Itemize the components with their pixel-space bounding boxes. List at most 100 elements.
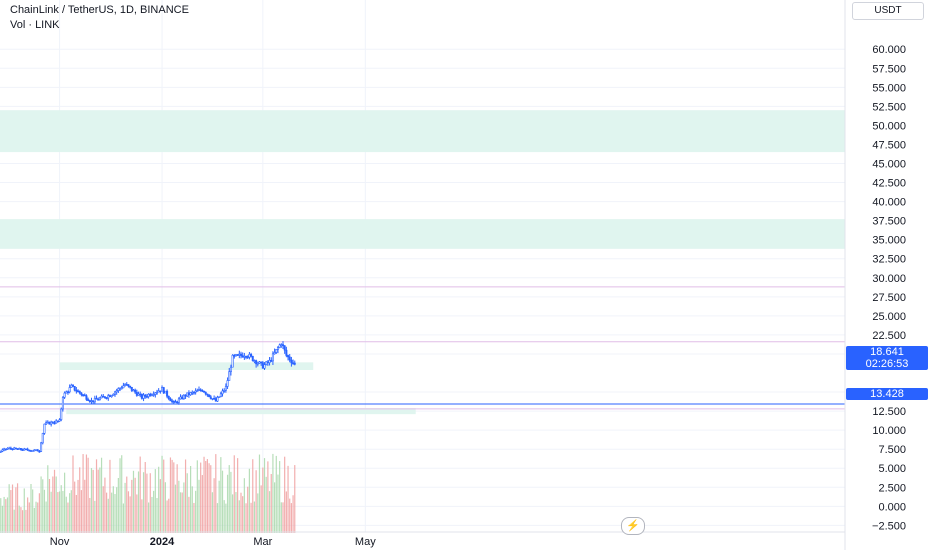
candle <box>95 395 98 400</box>
candle-body <box>130 386 133 391</box>
volume-bar <box>95 459 98 533</box>
volume-bar <box>151 496 153 533</box>
candle-body <box>147 393 150 397</box>
price-axis[interactable]: 60.000 57.500 55.000 52.500 50.000 47.500 45.0… <box>844 0 906 550</box>
volume-bar <box>55 476 57 533</box>
candle <box>280 343 283 348</box>
candle <box>219 391 222 398</box>
candle-body <box>292 362 295 365</box>
candle <box>13 446 16 451</box>
candle <box>41 432 44 445</box>
candle-body <box>1 449 4 452</box>
volume-bar <box>6 497 9 533</box>
candle-body <box>236 354 239 356</box>
candle <box>159 390 162 394</box>
candle <box>224 383 227 393</box>
volume-bar <box>87 457 89 533</box>
volume-bar <box>154 469 156 533</box>
candle <box>172 400 175 405</box>
candle <box>187 390 190 398</box>
candle <box>223 388 226 393</box>
volume-bar <box>287 465 289 533</box>
volume-bar <box>257 493 259 533</box>
candle <box>275 349 278 354</box>
candle <box>174 399 177 403</box>
volume-bar <box>10 490 12 533</box>
candle-body <box>218 396 221 398</box>
volume-bar <box>82 454 84 533</box>
volume-bar <box>127 491 130 533</box>
candle <box>169 397 172 402</box>
candle-body <box>132 389 135 392</box>
time-axis[interactable]: SepNov2024MarMay <box>0 531 845 548</box>
candle-body <box>92 400 95 403</box>
volume-bar <box>69 493 71 533</box>
candle-body <box>243 356 246 358</box>
candle <box>276 346 279 354</box>
candle-body <box>107 395 110 399</box>
volume-bar <box>263 458 266 533</box>
currency-badge[interactable]: USDT <box>852 2 924 20</box>
candle <box>265 361 268 366</box>
volume-bar <box>213 478 215 533</box>
candle <box>92 400 95 405</box>
volume-bar <box>186 473 188 533</box>
candle <box>176 400 179 404</box>
volume-bar <box>193 502 195 533</box>
candle-body <box>124 384 127 387</box>
volume-bar <box>3 496 5 533</box>
candle <box>65 390 68 394</box>
candle-body <box>209 396 212 399</box>
candle-body <box>181 396 184 400</box>
price-tick-label: 27.500 <box>872 292 906 304</box>
candle <box>58 418 61 422</box>
candle-body <box>66 391 69 394</box>
candle-body <box>9 447 12 450</box>
candle-body <box>87 399 90 401</box>
lightning-icon[interactable]: ⚡ <box>621 517 645 535</box>
candle <box>108 394 111 398</box>
candle-body <box>253 360 256 362</box>
marker-price-tag: 13.428 <box>846 388 928 400</box>
candle <box>40 441 43 452</box>
candle <box>290 356 293 367</box>
volume-bar <box>243 478 245 533</box>
volume-bar <box>181 492 183 533</box>
volume-bar <box>72 455 74 533</box>
price-tick-label: 32.500 <box>872 254 906 266</box>
candle <box>26 447 29 451</box>
candle <box>211 398 214 401</box>
candle <box>55 419 58 424</box>
candle <box>196 388 199 392</box>
candle <box>283 345 286 354</box>
candle <box>140 393 143 400</box>
candle-body <box>260 361 263 364</box>
candle-body <box>149 393 152 396</box>
candle-body <box>82 394 85 397</box>
volume-bar <box>50 491 52 533</box>
candle-body <box>119 387 122 390</box>
candle-body <box>164 390 167 394</box>
candle <box>70 383 73 388</box>
candle <box>164 390 167 394</box>
volume-bar <box>168 498 170 533</box>
volume-bar <box>233 455 235 533</box>
candle-body <box>278 344 281 348</box>
candle-body <box>156 391 159 394</box>
volume-bar <box>260 485 262 533</box>
candle-body <box>191 391 194 394</box>
volume-bar <box>38 493 40 533</box>
candle-body <box>223 390 226 392</box>
volume-bar <box>74 481 76 533</box>
candle-body <box>0 450 2 453</box>
candle <box>292 359 295 365</box>
volume-bar <box>62 490 64 533</box>
volume-bar <box>43 489 46 533</box>
candle <box>0 450 2 453</box>
candle <box>28 449 31 452</box>
candle <box>1 448 4 453</box>
candle-body <box>187 392 190 396</box>
candle-body <box>213 398 216 400</box>
candle <box>261 360 264 369</box>
